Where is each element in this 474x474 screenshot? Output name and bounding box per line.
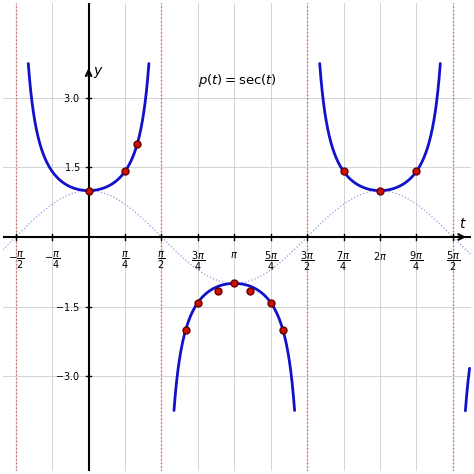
Text: $\dfrac{7\pi}{4}$: $\dfrac{7\pi}{4}$ <box>337 250 351 273</box>
Text: $\dfrac{3\pi}{2}$: $\dfrac{3\pi}{2}$ <box>300 250 314 273</box>
Text: $\dfrac{\pi}{4}$: $\dfrac{\pi}{4}$ <box>121 250 129 271</box>
Text: $\pi$: $\pi$ <box>230 250 238 260</box>
Text: $1.5$: $1.5$ <box>64 162 80 173</box>
Text: $-3.0$: $-3.0$ <box>55 370 80 382</box>
Text: $\dfrac{9\pi}{4}$: $\dfrac{9\pi}{4}$ <box>410 250 424 273</box>
Text: $3.0$: $3.0$ <box>64 92 80 104</box>
Text: $\dfrac{5\pi}{2}$: $\dfrac{5\pi}{2}$ <box>446 250 460 273</box>
Text: $t$: $t$ <box>459 218 466 231</box>
Text: $y$: $y$ <box>93 65 104 81</box>
Text: $\dfrac{\pi}{2}$: $\dfrac{\pi}{2}$ <box>157 250 165 271</box>
Text: $-\dfrac{\pi}{2}$: $-\dfrac{\pi}{2}$ <box>8 250 24 271</box>
Text: $p(t) = \sec(t)$: $p(t) = \sec(t)$ <box>198 73 276 89</box>
Text: $\dfrac{3\pi}{4}$: $\dfrac{3\pi}{4}$ <box>191 250 205 273</box>
Text: $-\dfrac{\pi}{4}$: $-\dfrac{\pi}{4}$ <box>44 250 60 271</box>
Text: $-1.5$: $-1.5$ <box>55 301 80 312</box>
Text: $\dfrac{5\pi}{4}$: $\dfrac{5\pi}{4}$ <box>264 250 278 273</box>
Text: $2\pi$: $2\pi$ <box>373 250 387 262</box>
